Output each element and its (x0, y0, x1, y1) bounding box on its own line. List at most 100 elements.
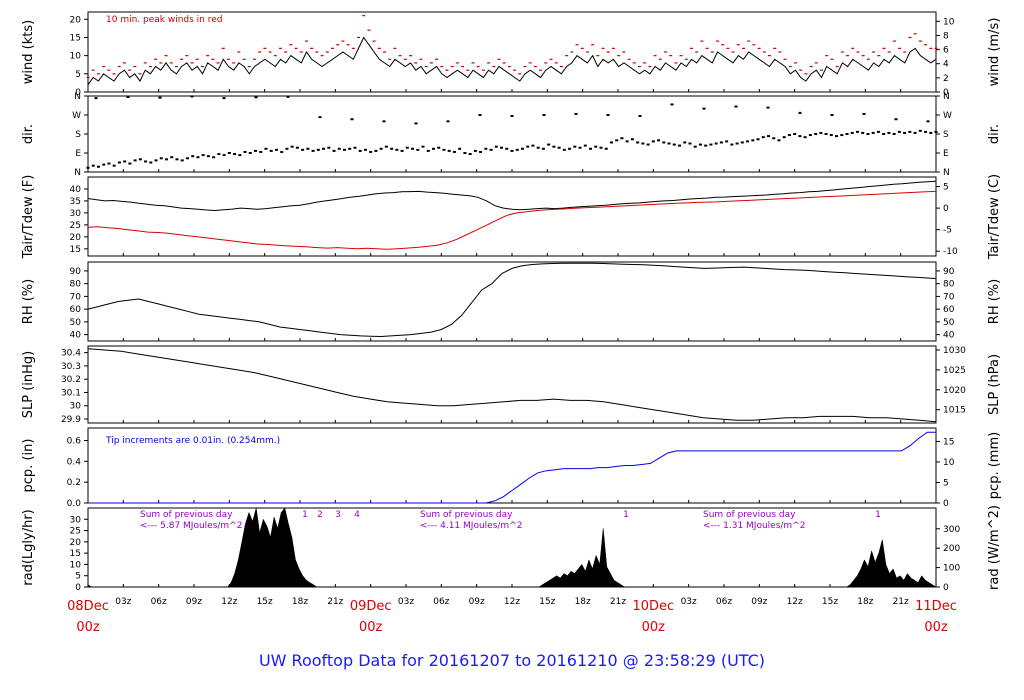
temp-series-1 (87, 190, 937, 250)
dir-point (662, 141, 666, 144)
dir-point (94, 97, 98, 100)
dir-point (830, 114, 834, 116)
dir-point (719, 141, 723, 144)
dir-point (882, 133, 886, 135)
rad-ytick-left-label: 5 (75, 572, 81, 582)
dir-point (133, 159, 137, 162)
dir-point (286, 95, 290, 98)
footer-to: to (515, 651, 532, 670)
dir-point (222, 154, 226, 157)
dir-ytick-right-label: N (943, 92, 950, 102)
pcp-annotation: Tip increments are 0.01in. (0.254mm.) (105, 436, 280, 446)
dir-point (306, 147, 310, 150)
dir-point (850, 131, 854, 134)
rh-ylabel-left: RH (%) (21, 279, 36, 324)
footer-at: @ (622, 651, 639, 670)
dir-point (693, 145, 697, 148)
dir-point (463, 152, 467, 154)
rh-ytick-left-label: 40 (70, 331, 82, 341)
wind-ytick-right-label: 2 (943, 74, 949, 84)
dir-point (934, 130, 938, 133)
dir-point (91, 164, 95, 167)
dir-point (740, 141, 744, 144)
rad-marker: 2 (317, 510, 323, 520)
dir-point (259, 150, 263, 153)
dir-ytick-left-label: E (75, 149, 81, 159)
dir-point (478, 114, 482, 116)
dir-point (144, 160, 148, 163)
dir-point (646, 143, 650, 146)
dir-point (819, 131, 823, 134)
dir-point (615, 139, 619, 142)
dir-point (96, 165, 100, 168)
dir-point (390, 147, 394, 150)
dir-point (395, 148, 399, 151)
x-day-date: 10Dec (632, 599, 674, 614)
dir-point (630, 138, 634, 141)
dir-point (190, 95, 194, 98)
dir-point (170, 156, 174, 159)
dir-ylabel-right: dir. (987, 124, 1002, 144)
x-hour-label: 09z (469, 597, 485, 607)
dir-point (126, 96, 130, 99)
rad-note-line1: Sum of previous day (703, 510, 796, 520)
dir-point (924, 130, 928, 133)
dir-point (855, 130, 859, 133)
x-hour-label: 06z (433, 597, 449, 607)
slp-ytick-left-label: 29.9 (61, 415, 81, 425)
slp-ytick-right-label: 1025 (943, 366, 966, 376)
dir-point (667, 142, 671, 145)
dir-point (531, 144, 535, 147)
dir-point (175, 158, 179, 161)
dir-point (636, 141, 640, 144)
footer-start: 20161207 (428, 651, 511, 670)
rh-ytick-left-label: 80 (70, 280, 82, 290)
dir-point (866, 133, 870, 135)
dir-point (112, 164, 116, 167)
pcp-ytick-left-label: 0.2 (67, 478, 81, 488)
dir-point (756, 138, 760, 141)
wind-ytick-left-label: 5 (75, 70, 81, 80)
dir-point (702, 107, 706, 110)
dir-ytick-right-label: E (943, 149, 949, 159)
pcp-ytick-right-label: 15 (943, 437, 954, 447)
dir-point (542, 114, 546, 116)
dir-point (651, 140, 655, 143)
rh-ytick-right-label: 60 (943, 305, 955, 315)
x-hour-label: 06z (716, 597, 732, 607)
pcp-series-0 (88, 431, 936, 504)
dir-point (222, 97, 226, 100)
dir-point (212, 156, 216, 159)
dir-ytick-right-label: S (943, 130, 949, 140)
footer-tz: (UTC) (720, 651, 766, 670)
x-hour-label: 18z (575, 597, 591, 607)
dir-point (227, 152, 231, 154)
slp-ytick-left-label: 30.3 (61, 362, 81, 372)
dir-point (714, 142, 718, 145)
temp-ytick-left-label: 20 (70, 233, 82, 243)
rad-ytick-left-label: 10 (70, 560, 82, 570)
x-hour-label: 18z (857, 597, 873, 607)
pcp-ytick-right-label: 0 (943, 499, 949, 509)
dir-point (374, 149, 378, 152)
dir-point (589, 147, 593, 150)
dir-point (840, 134, 844, 137)
dir-point (845, 133, 849, 135)
dir-point (264, 147, 268, 150)
dir-point (670, 103, 674, 106)
temp-ytick-left-label: 40 (70, 185, 82, 195)
dir-ytick-left-label: N (74, 92, 81, 102)
dir-point (295, 146, 299, 149)
slp-ylabel-right: SLP (hPa) (987, 354, 1002, 415)
dir-point (510, 115, 514, 118)
dir-point (489, 148, 493, 151)
dir-point (400, 149, 404, 152)
x-day-date: 08Dec (67, 599, 109, 614)
dir-point (180, 159, 184, 162)
rad-note-line2: <--- 1.31 MJoules/m^2 (703, 521, 805, 531)
dir-point (254, 149, 258, 152)
dir-ytick-left-label: S (75, 130, 81, 140)
dir-point (316, 148, 320, 151)
x-hour-label: 15z (539, 597, 555, 607)
rad-ytick-left-label: 0 (75, 583, 81, 593)
